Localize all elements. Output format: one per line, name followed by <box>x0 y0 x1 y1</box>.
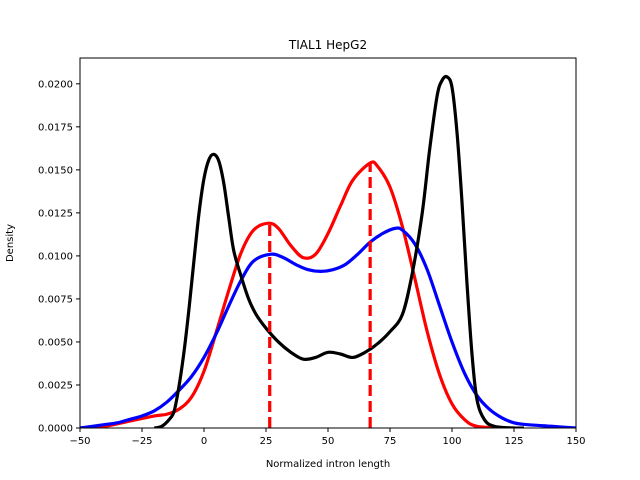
plot-area <box>80 74 576 428</box>
y-tick-label: 0.0125 <box>38 208 73 219</box>
x-tick-label: 50 <box>322 436 335 447</box>
x-tick-label: −50 <box>69 436 90 447</box>
x-tick-label: 100 <box>442 436 461 447</box>
y-tick-label: 0.0175 <box>38 122 73 133</box>
density-curve-3 <box>154 74 524 428</box>
y-tick-label: 0.0100 <box>38 251 73 262</box>
density-curve-1 <box>80 160 502 428</box>
x-tick-label: 75 <box>384 436 397 447</box>
y-tick-label: 0.0025 <box>38 380 73 391</box>
chart-title: TIAL1 HepG2 <box>288 38 367 52</box>
y-tick-label: 0.0000 <box>38 424 73 435</box>
y-tick-label: 0.0150 <box>38 165 73 176</box>
y-tick-label: 0.0200 <box>38 79 73 90</box>
x-axis: −50 −25 0 25 50 75 100 125 150 <box>69 428 586 447</box>
y-axis-label: Density <box>5 224 16 262</box>
x-tick-label: 25 <box>260 436 273 447</box>
x-tick-label: −25 <box>131 436 152 447</box>
y-tick-label: 0.0075 <box>38 294 73 305</box>
x-tick-label: 125 <box>504 436 523 447</box>
y-axis: 0.0000 0.0025 0.0050 0.0075 0.0100 0.0125 0.01… <box>38 79 80 435</box>
x-tick-label: 150 <box>566 436 585 447</box>
density-curve-2 <box>80 226 576 428</box>
plot-frame <box>79 57 577 429</box>
x-tick-label: 0 <box>201 436 207 447</box>
x-axis-label: Normalized intron length <box>266 459 390 470</box>
y-tick-label: 0.0050 <box>38 337 73 348</box>
